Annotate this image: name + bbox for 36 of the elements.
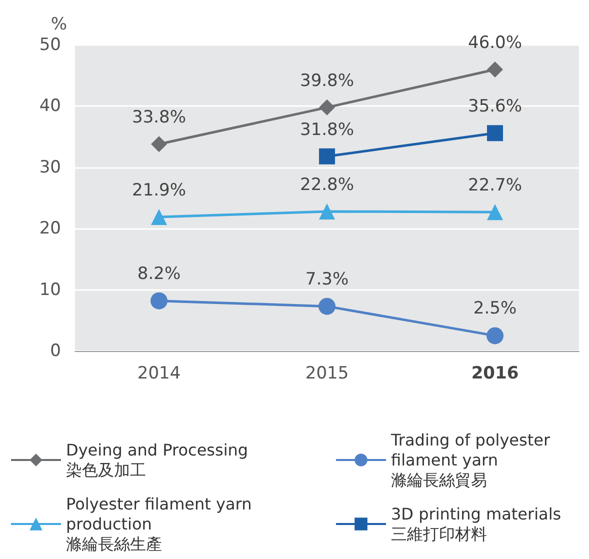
point <box>319 99 335 116</box>
y-tick-label: 20 <box>39 218 61 239</box>
data-label: 39.8% <box>300 70 354 91</box>
y-tick-label: 0 <box>50 341 61 361</box>
y-tick-label: 10 <box>39 280 61 300</box>
data-label: 2.5% <box>473 298 517 319</box>
point <box>487 61 503 78</box>
y-tick-label: 30 <box>39 157 61 178</box>
point <box>151 136 167 152</box>
point <box>318 298 336 315</box>
point <box>319 148 335 164</box>
legend-label: 3D printing materials 三維打印材料 <box>391 504 562 544</box>
point <box>151 208 167 225</box>
x-tick-label: 2015 <box>305 364 349 384</box>
data-label: 8.2% <box>137 264 181 284</box>
data-label: 21.9% <box>132 180 186 200</box>
y-tick-label: 40 <box>39 96 61 116</box>
legend-label: Dyeing and Processing 染色及加工 <box>66 440 248 480</box>
data-label: 22.8% <box>300 174 354 195</box>
y-tick-label: 50 <box>39 35 61 55</box>
legend-label: Trading of polyester filament yarn 滌綸長絲貿易 <box>390 430 550 490</box>
x-tick-label: 2016 <box>471 364 519 384</box>
data-label: 7.3% <box>305 269 349 290</box>
point <box>486 327 504 344</box>
y-axis-title: % <box>50 14 67 34</box>
data-label: 35.6% <box>468 96 522 117</box>
data-label: 46.0% <box>468 32 522 53</box>
point <box>487 204 503 220</box>
data-label: 31.8% <box>300 120 354 140</box>
data-label: 33.8% <box>132 108 186 128</box>
point <box>487 125 503 142</box>
legend-label: Polyester filament yarn production 滌綸長絲生產 <box>66 494 252 554</box>
data-label: 22.7% <box>468 176 522 196</box>
x-tick-label: 2014 <box>137 364 181 384</box>
point <box>319 203 335 220</box>
point <box>150 292 168 310</box>
